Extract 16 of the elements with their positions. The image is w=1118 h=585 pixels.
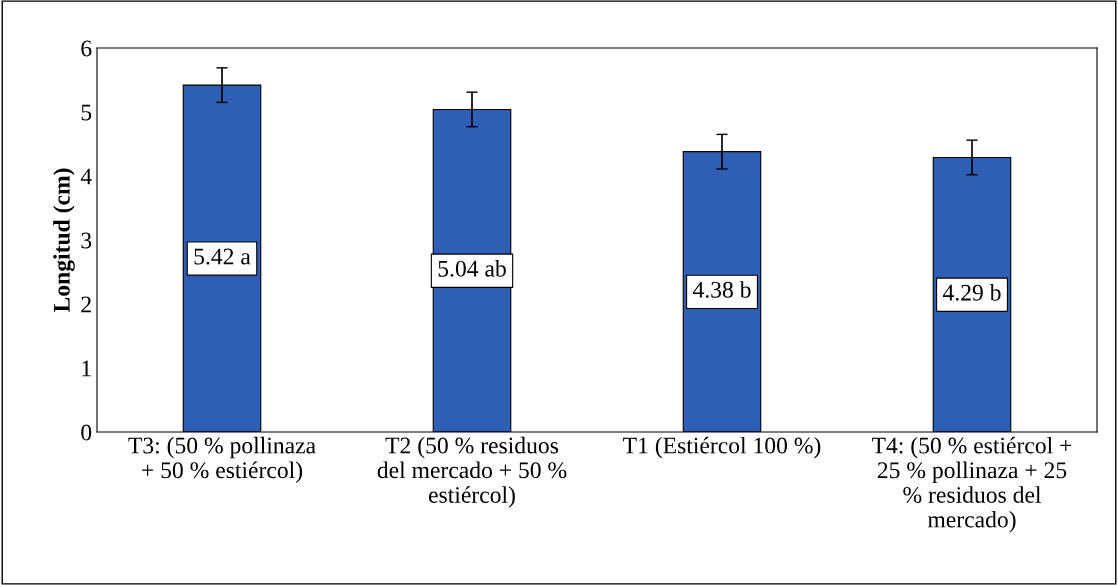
x-tick-label: T2 (50 % residuos del mercado + 50 % estiércol)	[377, 436, 567, 508]
x-tick-label: T1 (Estiércol 100 %)	[623, 436, 821, 459]
x-tick-label: T4: (50 % estiércol + 25 % pollinaza + 25 % residuos del mercado)	[872, 436, 1072, 533]
data-label: 5.42 a	[194, 248, 251, 265]
y-tick-label: 6	[81, 40, 92, 57]
y-axis-title: Longitud (cm)	[53, 168, 75, 313]
y-tick-label: 3	[81, 232, 92, 249]
data-label: 4.29 b	[942, 284, 1001, 301]
y-tick-label: 0	[81, 424, 92, 441]
y-tick-label: 5	[81, 104, 92, 121]
y-tick-label: 2	[81, 296, 91, 313]
y-tick-label: 1	[82, 360, 91, 377]
x-tick-label: T3: (50 % pollinaza + 50 % estiércol)	[128, 436, 316, 483]
data-label: 5.04 ab	[438, 260, 506, 277]
data-label: 4.38 b	[692, 281, 751, 298]
y-tick-label: 4	[80, 168, 92, 185]
